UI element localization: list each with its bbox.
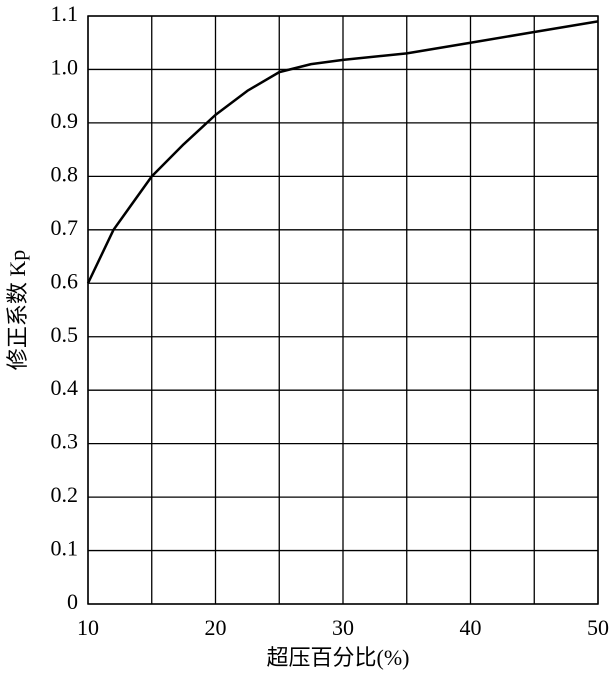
y-tick-label: 0.4 — [51, 375, 79, 400]
y-tick-label: 0.1 — [51, 536, 79, 561]
y-tick-label: 1.1 — [51, 1, 79, 26]
data-line — [86, 20, 599, 284]
y-tick-label: 1.0 — [51, 55, 79, 80]
x-tick-label: 20 — [205, 615, 227, 640]
y-tick-label: 0.5 — [51, 322, 79, 347]
y-axis-label: 修正系数 Kp — [5, 250, 30, 370]
y-tick-label: 0.2 — [51, 482, 79, 507]
y-tick-label: 0.6 — [51, 268, 79, 293]
y-tick-label: 0.3 — [51, 429, 79, 454]
y-tick-label: 0.9 — [51, 108, 79, 133]
x-tick-label: 10 — [77, 615, 99, 640]
x-tick-label: 30 — [332, 615, 354, 640]
y-tick-label: 0.8 — [51, 161, 79, 186]
x-axis-label: 超压百分比(%) — [267, 645, 410, 670]
y-tick-label: 0 — [67, 589, 78, 614]
plot-frame — [87, 15, 599, 605]
x-tick-label: 50 — [587, 615, 609, 640]
x-tick-label: 40 — [460, 615, 482, 640]
y-tick-label: 0.7 — [51, 215, 79, 240]
